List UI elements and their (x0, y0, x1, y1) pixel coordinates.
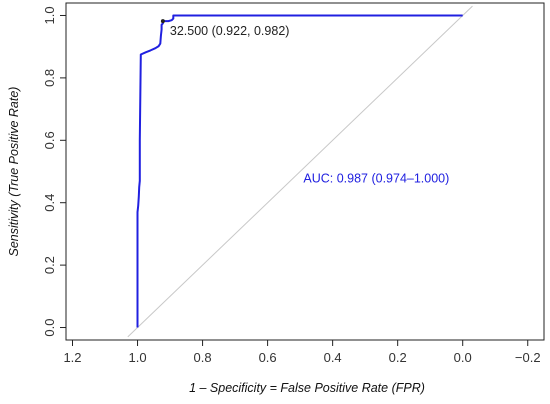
threshold-label: 32.500 (0.922, 0.982) (170, 24, 290, 38)
x-tick-label: 1.2 (63, 350, 81, 365)
x-tick-label: 1.0 (128, 350, 146, 365)
auc-label: AUC: 0.987 (0.974–1.000) (303, 171, 449, 185)
threshold-point (160, 19, 165, 24)
x-axis: 1.2 1.0 0.8 0.6 0.4 0.2 0.0 −0.2 (63, 340, 541, 365)
y-axis-title: Sensitivity (True Positive Rate) (7, 87, 21, 257)
y-tick-label: 0.0 (42, 318, 57, 336)
y-tick-label: 0.2 (42, 256, 57, 274)
x-tick-label: 0.4 (324, 350, 342, 365)
x-tick-label: 0.8 (194, 350, 212, 365)
roc-curve (136, 14, 463, 328)
x-tick-label: 0.0 (454, 350, 472, 365)
reference-diagonal (127, 5, 473, 338)
x-tick-label: 0.2 (389, 350, 407, 365)
y-axis: 0.0 0.2 0.4 0.6 0.8 1.0 (42, 6, 66, 337)
y-tick-label: 0.6 (42, 131, 57, 149)
y-tick-label: 0.4 (42, 194, 57, 212)
x-tick-label: −0.2 (515, 350, 541, 365)
plot-frame (65, 2, 545, 341)
x-axis-title: 1 – Specificity = False Positive Rate (F… (189, 381, 425, 395)
y-tick-label: 1.0 (42, 6, 57, 24)
x-tick-label: 0.6 (259, 350, 277, 365)
y-tick-label: 0.8 (42, 69, 57, 87)
